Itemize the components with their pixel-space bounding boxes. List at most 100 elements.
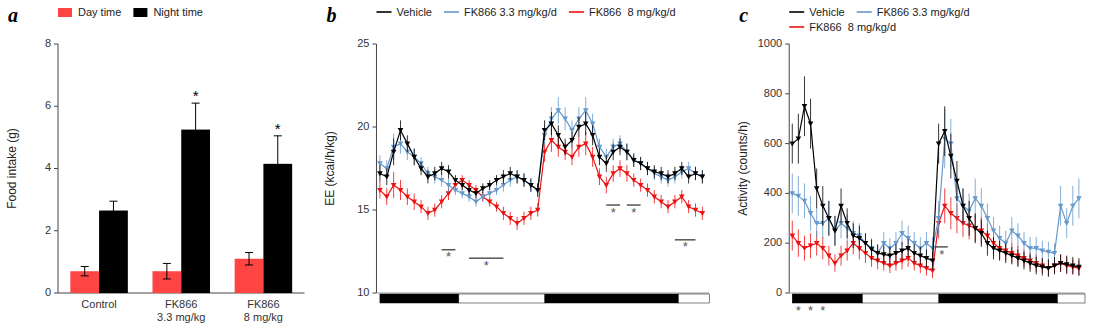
y-tick (372, 210, 376, 211)
marker (501, 183, 507, 188)
marker (1076, 196, 1082, 201)
series-line (792, 106, 1079, 268)
marker (665, 175, 671, 180)
marker (384, 195, 390, 200)
marker (658, 171, 664, 176)
marker (439, 166, 445, 171)
y-tick (54, 293, 58, 294)
marker (398, 141, 404, 146)
marker (1064, 221, 1070, 226)
marker (521, 216, 527, 221)
marker (562, 117, 568, 122)
night-period (792, 294, 862, 303)
marker (597, 175, 603, 180)
y-axis-label: Food intake (g) (5, 128, 19, 209)
error-cap (245, 252, 253, 253)
night-period (380, 294, 459, 303)
marker (1046, 266, 1052, 271)
marker (439, 200, 445, 205)
marker (832, 229, 838, 234)
marker (1003, 251, 1009, 256)
panel: 10152025EE (kcal/h/kg)*****VehicleFK866 … (323, 4, 709, 303)
y-tick-label: 1000 (758, 37, 782, 49)
marker (960, 204, 966, 209)
labels: ** (193, 87, 281, 137)
marker (377, 188, 383, 193)
marker (857, 236, 863, 241)
plot-area (789, 76, 1081, 293)
marker (569, 138, 575, 143)
significance-label: * (939, 247, 944, 262)
marker (966, 216, 972, 221)
marker (391, 150, 397, 155)
marker (972, 226, 978, 231)
panel: 02004006008001000Activity (counts/h)****… (736, 4, 1085, 318)
marker (658, 200, 664, 205)
marker (398, 188, 404, 193)
marker (1046, 250, 1052, 255)
marker (814, 221, 820, 226)
marker (405, 195, 411, 200)
marker (514, 175, 520, 180)
marker (686, 175, 692, 180)
significance-label: * (193, 87, 199, 104)
y-tick (785, 193, 789, 194)
marker (808, 121, 814, 126)
marker (826, 253, 832, 258)
legend-swatch (133, 8, 147, 17)
marker (942, 129, 948, 134)
marker (418, 166, 424, 171)
marker (826, 216, 832, 221)
y-tick (54, 168, 58, 169)
figure: 02468Food intake (g)ControlFK8663.3 mg/k… (0, 0, 1095, 329)
marker (679, 166, 685, 171)
marker (985, 216, 991, 221)
marker (1052, 263, 1058, 268)
marker (1046, 266, 1052, 271)
night-period (939, 294, 1058, 303)
error-cap (274, 191, 282, 192)
marker (893, 251, 899, 256)
marker (665, 204, 671, 209)
marker (1009, 229, 1015, 234)
marker (972, 196, 978, 201)
marker (501, 211, 507, 216)
marker (624, 171, 630, 176)
marker (936, 216, 942, 221)
plot-area (70, 103, 292, 293)
series-line (380, 110, 702, 201)
marker (1033, 263, 1039, 268)
marker (494, 188, 500, 193)
significance-label: * (611, 205, 616, 220)
marker (1027, 246, 1033, 251)
y-tick (54, 230, 58, 231)
marker (850, 234, 856, 239)
marker (832, 261, 838, 266)
marker (583, 141, 589, 146)
marker (494, 204, 500, 209)
marker (432, 208, 438, 213)
marker (899, 248, 905, 253)
marker (820, 204, 826, 209)
marker (1070, 263, 1076, 268)
series-line (380, 124, 702, 194)
marker (844, 248, 850, 253)
y-tick-label: 15 (357, 203, 369, 215)
significance-label: * (796, 303, 801, 318)
error-bar (277, 136, 278, 192)
marker (446, 170, 452, 175)
marker (887, 253, 893, 258)
marker (555, 145, 561, 150)
legend-label: FK866 3.3 mg/kg/d (464, 6, 557, 18)
x-axis-line (789, 293, 1085, 294)
marker (672, 171, 678, 176)
marker (789, 191, 795, 196)
y-tick-label: 10 (357, 286, 369, 298)
marker (624, 150, 630, 155)
marker (948, 211, 954, 216)
marker (569, 155, 575, 160)
y-tick-label: 4 (45, 161, 51, 173)
day-period (1058, 294, 1085, 303)
marker (991, 229, 997, 234)
marker (411, 155, 417, 160)
